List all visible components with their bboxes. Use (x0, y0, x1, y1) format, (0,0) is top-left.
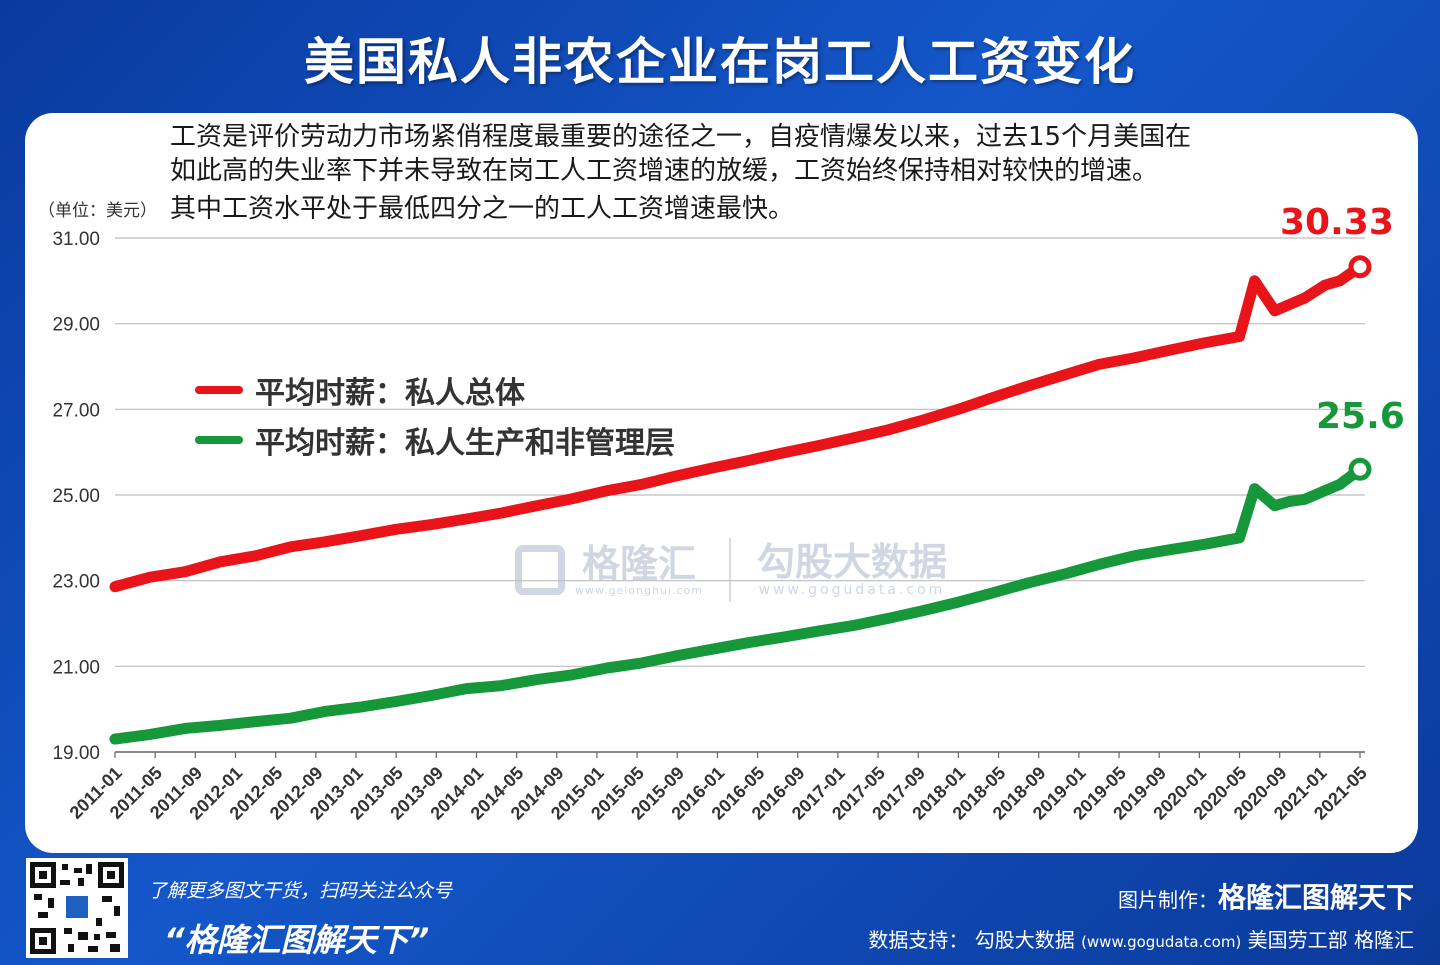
watermark: 格隆汇 www.gelonghui.com 勾股大数据 www.gogudata… (515, 538, 947, 602)
corner-brand: 格隆汇 (1354, 928, 1414, 952)
watermark-logo-icon (515, 545, 565, 595)
made-by-label: 图片制作： (1117, 888, 1218, 912)
chart-legend: 平均时薪：私人总体 平均时薪：私人生产和非管理层 (195, 365, 675, 465)
legend-item-production: 平均时薪：私人生产和非管理层 (195, 415, 675, 465)
y-tick-label: 27.00 (52, 400, 100, 421)
watermark-data-brand: 勾股大数据 (756, 540, 947, 584)
y-tick-label: 23.00 (52, 572, 100, 593)
footer-cta: 了解更多图文干货，扫码关注公众号 (148, 880, 453, 902)
description: 工资是评价劳动力市场紧俏程度最重要的途径之一，自疫情爆发以来，过去15个月美国在… (170, 120, 1330, 226)
watermark-divider (728, 538, 731, 602)
y-tick-label: 25.00 (52, 486, 100, 507)
y-tick-label: 19.00 (52, 743, 100, 764)
source-label: 数据支持： (868, 928, 969, 952)
legend-item-total: 平均时薪：私人总体 (195, 365, 675, 415)
made-by-brand: 格隆汇图解天下 (1217, 881, 1414, 914)
qr-code-icon (30, 862, 124, 954)
watermark-brand: 格隆汇 (581, 541, 696, 586)
footer-left: 了解更多图文干货，扫码关注公众号 “格隆汇图解天下” (148, 876, 452, 961)
footer-right: 图片制作：格隆汇图解天下 数据支持： 勾股大数据 (www.gogudata.c… (868, 876, 1414, 953)
footer-account: “格隆汇图解天下” (164, 921, 430, 959)
source-url: (www.gogudata.com) (1081, 933, 1242, 951)
y-tick-label: 21.00 (52, 657, 100, 678)
watermark-brand-url: www.gelonghui.com (575, 583, 703, 597)
end-point-production (1348, 457, 1372, 481)
description-line-2: 如此高的失业率下并未导致在岗工人工资增速的放缓，工资始终保持相对较快的增速。 (170, 156, 1159, 186)
qr-code[interactable] (26, 858, 128, 958)
end-value-label-production: 25.6 (1316, 396, 1405, 437)
footer-made-by: 图片制作：格隆汇图解天下 (868, 876, 1414, 916)
chart-title: 美国私人非农企业在岗工人工资变化 (304, 33, 1136, 91)
legend-swatch-total (195, 386, 243, 394)
source-extra: 美国劳工部 (1247, 928, 1348, 952)
legend-label-total: 平均时薪：私人总体 (255, 376, 525, 411)
unit-label: （单位：美元） (38, 201, 157, 221)
watermark-data-url: www.gogudata.com (758, 582, 946, 598)
chart-card (25, 113, 1418, 853)
end-point-total (1348, 255, 1372, 279)
y-tick-label: 31.00 (52, 229, 100, 250)
legend-swatch-production (195, 436, 243, 444)
legend-label-production: 平均时薪：私人生产和非管理层 (255, 426, 675, 461)
description-line-1: 工资是评价劳动力市场紧俏程度最重要的途径之一，自疫情爆发以来，过去15个月美国在 (170, 122, 1192, 152)
series-line-production (109, 463, 1366, 745)
y-tick-label: 29.00 (52, 315, 100, 336)
series-line-total (109, 261, 1366, 593)
end-value-label-total: 30.33 (1280, 202, 1394, 243)
source-main: 勾股大数据 (974, 928, 1075, 952)
description-line-3: 其中工资水平处于最低四分之一的工人工资增速最快。 (170, 194, 795, 224)
footer-source: 数据支持： 勾股大数据 (www.gogudata.com) 美国劳工部 格隆汇 (868, 924, 1414, 953)
